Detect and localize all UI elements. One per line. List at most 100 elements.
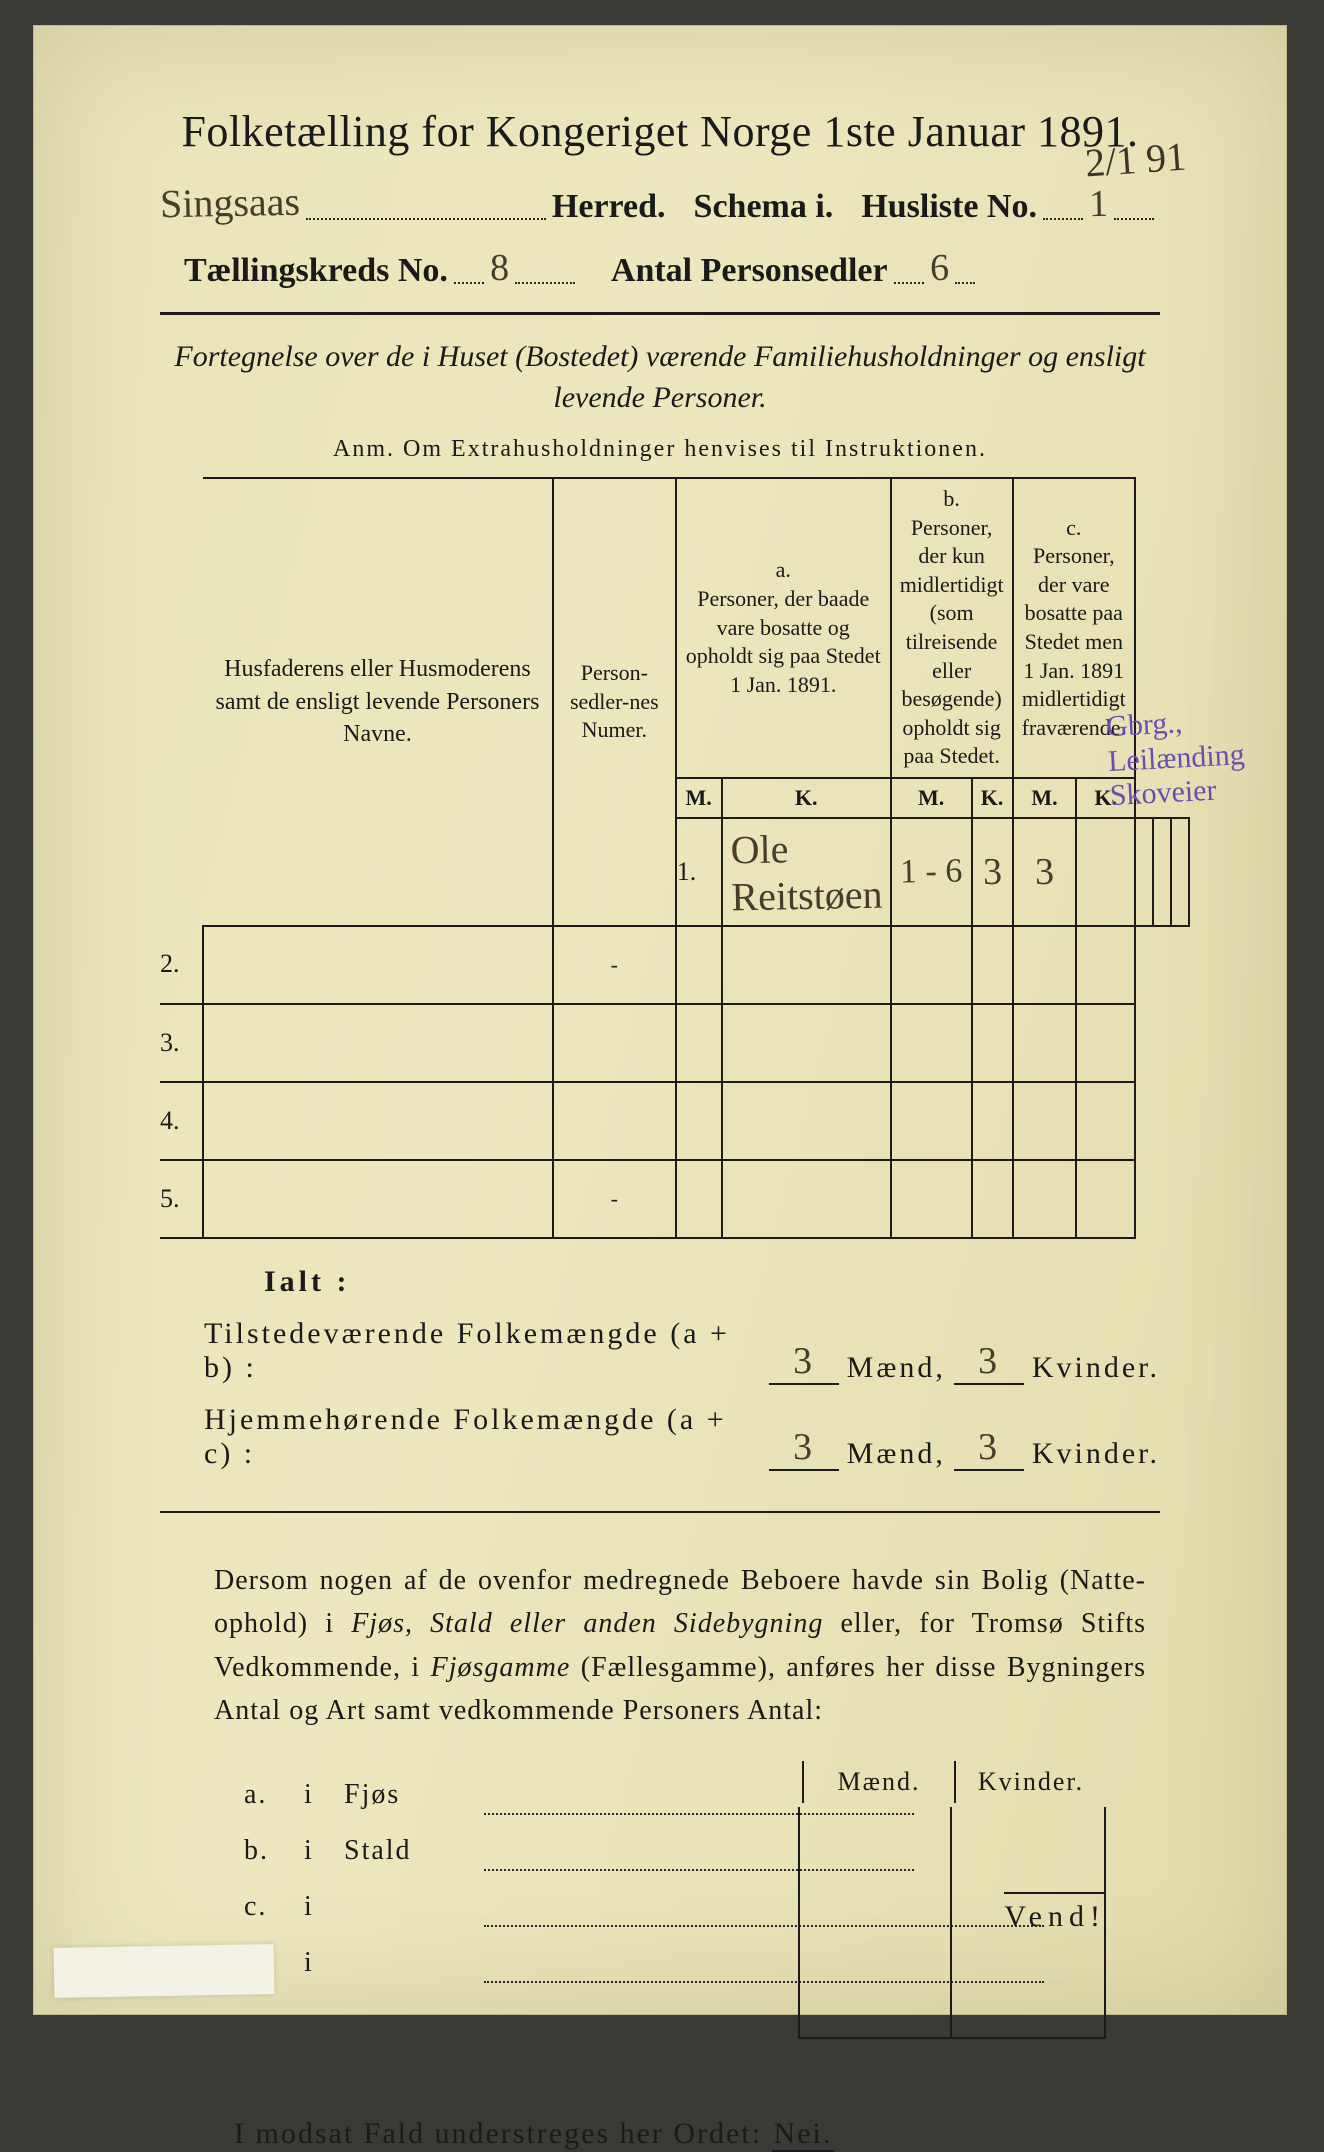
divider [160,312,1160,315]
mk-k: Kvinder. [954,1761,1106,1803]
th-bM: M. [891,778,972,818]
hand-val: 3 [982,850,1002,894]
row-name [203,1004,553,1082]
hand-name: Ole Reitstøen [730,824,883,921]
line-kreds: Tællingskreds No. 8 Antal Personsedler 6 [184,246,1160,290]
form-anm: Anm. Om Extrahusholdninger henvises til … [64,436,1256,463]
table-row: 3. [160,1004,1189,1082]
row-n: 4. [160,1082,203,1160]
th-aM: M. [676,778,722,818]
lab-c: c. [244,1879,304,1935]
row-n: 1. [676,818,722,926]
para-it1: Fjøs, Stald eller anden Sidebygning [351,1608,823,1639]
line-herred: Singsaas Herred. Schema i. Husliste No. … [160,179,1160,226]
sum1-m: 3 [792,1339,815,1383]
antal-hand: 6 [929,246,949,290]
form-sheet: 2/1 91 Folketælling for Kongeriget Norge… [64,66,1256,1974]
herred-label: Herred. [552,188,666,226]
lab-b: b. [244,1823,304,1879]
corner-date-handwriting: 2/1 91 [1083,133,1187,187]
census-table: Husfaderens eller Husmoderens samt de en… [160,477,1190,1239]
lab-i: i [304,1767,344,1823]
th-nums: Person-sedler-nes Numer. [553,478,676,926]
table-row: 2. - [160,926,1189,1004]
th-cM: M. [1013,778,1077,818]
row-bM [1076,818,1135,926]
dots [1043,217,1083,220]
divider [160,1511,1160,1513]
th-b-desc: Personer, der kun midlertidigt (som tilr… [900,515,1004,769]
th-c-label: c. [1066,515,1081,540]
sum-line-2: Hjemmehørende Folkemængde (a + c) : 3 Mæ… [204,1403,1160,1471]
th-aK: K. [722,778,891,818]
lab-i: i [304,1935,344,1991]
row-nums: - [553,926,676,1004]
schema-label: Schema i. [694,188,834,226]
paragraph: Dersom nogen af de ovenfor medregnede Be… [214,1559,1146,1733]
sum1-label: Tilstedeværende Folkemængde (a + b) : [204,1317,761,1385]
row-aM: 3 [972,818,1013,926]
kreds-label: Tællingskreds No. [184,252,448,290]
lab-i: i [304,1823,344,1879]
hand-nums: 1 - 6 [900,852,963,891]
row-cM [1153,818,1171,926]
th-a-desc: Personer, der baade vare bosatte og opho… [686,586,881,697]
kvinder-label: Kvinder. [1032,1437,1160,1471]
ialt-label: Ialt : [264,1265,1256,1299]
sum2-k: 3 [977,1425,1000,1469]
lab-a: a. [244,1767,304,1823]
paper-tear [54,1944,275,1998]
row-n: 5. [160,1160,203,1238]
hand-val: 3 [1035,850,1055,894]
row-name: Ole Reitstøen [722,818,891,926]
row-bK [1135,818,1153,926]
herred-hand: Singsaas [160,178,301,227]
th-names: Husfaderens eller Husmoderens samt de en… [203,478,553,926]
husliste-hand: 1 [1089,182,1109,226]
dots [454,281,484,284]
sum2-m: 3 [792,1425,815,1469]
row-nums: 1 - 6 [891,818,972,926]
row-n: 3. [160,1004,203,1082]
row-n: 2. [160,926,203,1004]
row-name [203,1160,553,1238]
dots [306,217,546,220]
table-row: 5. - [160,1160,1189,1238]
sum2-label: Hjemmehørende Folkemængde (a + c) : [204,1403,761,1471]
dots [894,281,924,284]
form-title: Folketælling for Kongeriget Norge 1ste J… [64,106,1256,157]
row-name [203,1082,553,1160]
table-row: 4. [160,1082,1189,1160]
kreds-hand: 8 [490,246,510,290]
husliste-label: Husliste No. [861,188,1037,226]
row-cK [1171,818,1189,926]
th-a: a. Personer, der baade vare bosatte og op… [676,478,891,778]
scanned-page: 2/1 91 Folketælling for Kongeriget Norge… [34,26,1286,2014]
nei-line: I modsat Fald understreges her Ordet: Ne… [234,2117,1256,2151]
kvinder-label: Kvinder. [1032,1351,1160,1385]
maend-label: Mænd, [847,1437,946,1471]
sum-line-1: Tilstedeværende Folkemængde (a + b) : 3 … [204,1317,1160,1385]
nei-pre: I modsat Fald understreges her Ordet: [234,2117,772,2150]
th-a-label: a. [776,557,791,582]
para-it2: Fjøsgamme [431,1652,571,1683]
lab-i: i [304,1879,344,1935]
row-aK: 3 [1013,818,1077,926]
antal-label: Antal Personsedler [611,252,888,290]
mk-header: Mænd.Kvinder. [802,1761,1106,1803]
row-nums: - [553,1160,676,1238]
form-subtitle: Fortegnelse over de i Huset (Bostedet) v… [174,337,1146,418]
dots [515,281,575,284]
maend-label: Mænd, [847,1351,946,1385]
sum1-k: 3 [977,1339,1000,1383]
th-b: b. Personer, der kun midlertidigt (som ti… [891,478,1013,778]
mk-m: Mænd. [802,1761,954,1803]
th-bK: K. [972,778,1013,818]
row-name [203,926,553,1004]
th-b-label: b. [943,486,960,511]
nei-word: Nei. [772,2117,835,2152]
margin-handwriting: Gbrg., Leilænding Skoveier [1105,702,1270,814]
txt-fjos: Fjøs [344,1767,484,1823]
dots [955,281,975,284]
dots [1114,217,1154,220]
